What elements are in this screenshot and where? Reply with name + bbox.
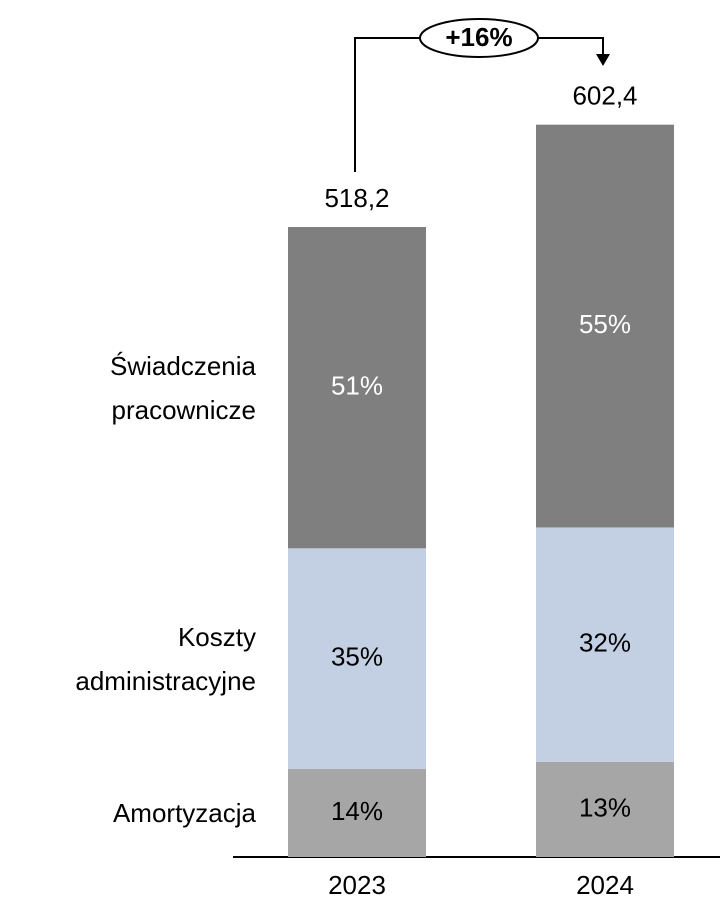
segment-label: 14% [331,796,383,826]
bar-segment [536,527,674,762]
total-label: 602,4 [572,81,637,111]
segment-label: 35% [331,641,383,671]
legend-label: Amortyzacja [112,797,256,828]
growth-connector [354,37,420,172]
segment-label: 55% [579,309,631,339]
segment-label: 51% [331,371,383,401]
bar-segment [536,124,674,528]
growth-bubble [419,18,539,58]
bar-segment [288,548,426,769]
bar-segment [288,227,426,549]
x-tick-label: 2023 [328,870,386,900]
segment-label: 13% [579,792,631,822]
growth-annotation: +16% [445,22,512,52]
growth-connector [538,37,604,56]
x-tick-label: 2024 [576,870,634,900]
legend-label: Świadczenia pracownicze [110,350,256,425]
legend-label: Koszty administracyjne [75,621,256,696]
bar-segment [536,761,674,857]
growth-arrowhead [596,54,610,66]
segment-label: 32% [579,627,631,657]
total-label: 518,2 [324,183,389,213]
bar-segment [288,768,426,857]
